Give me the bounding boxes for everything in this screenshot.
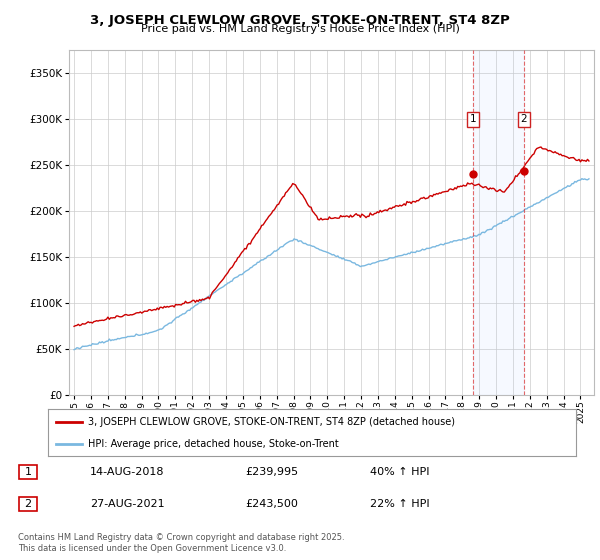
Bar — [473, 50, 524, 395]
Bar — [19, 497, 37, 511]
Text: 14-AUG-2018: 14-AUG-2018 — [90, 468, 164, 478]
Text: £239,995: £239,995 — [245, 468, 298, 478]
Text: 22% ↑ HPI: 22% ↑ HPI — [370, 499, 430, 508]
Text: 1: 1 — [25, 468, 32, 478]
Text: 40% ↑ HPI: 40% ↑ HPI — [370, 468, 430, 478]
Text: 27-AUG-2021: 27-AUG-2021 — [90, 499, 164, 508]
Text: £243,500: £243,500 — [245, 499, 298, 508]
Text: 3, JOSEPH CLEWLOW GROVE, STOKE-ON-TRENT, ST4 8ZP: 3, JOSEPH CLEWLOW GROVE, STOKE-ON-TRENT,… — [90, 14, 510, 27]
Text: Contains HM Land Registry data © Crown copyright and database right 2025.
This d: Contains HM Land Registry data © Crown c… — [18, 533, 344, 553]
Text: 3, JOSEPH CLEWLOW GROVE, STOKE-ON-TRENT, ST4 8ZP (detached house): 3, JOSEPH CLEWLOW GROVE, STOKE-ON-TRENT,… — [88, 417, 455, 427]
Text: 2: 2 — [25, 499, 32, 508]
Text: HPI: Average price, detached house, Stoke-on-Trent: HPI: Average price, detached house, Stok… — [88, 438, 338, 449]
Text: 1: 1 — [469, 114, 476, 124]
Bar — [19, 465, 37, 479]
Text: 2: 2 — [521, 114, 527, 124]
Text: Price paid vs. HM Land Registry's House Price Index (HPI): Price paid vs. HM Land Registry's House … — [140, 24, 460, 34]
